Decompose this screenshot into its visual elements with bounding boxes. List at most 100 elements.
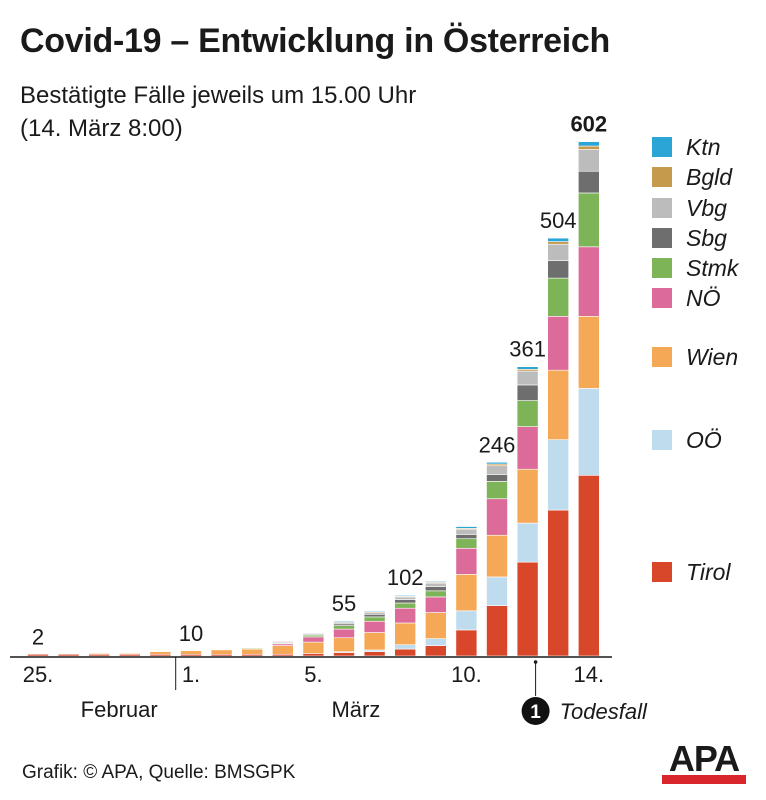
bar-segment-vbg-12.3. <box>516 370 539 386</box>
bar-segment-tirol-7.3. <box>363 651 386 657</box>
bar-segment-ktn-12.3. <box>516 366 539 370</box>
legend-swatch-tirol <box>652 562 672 582</box>
bar-segment-ktn-14.3. <box>577 141 600 147</box>
bar-segment-stmk-8.3. <box>394 602 417 609</box>
x-tick-label: 5. <box>304 662 322 687</box>
bar-segment-wien-27.2. <box>88 653 110 655</box>
bar-segment-wien-29.2. <box>149 651 172 655</box>
bar-segment-tirol-26.2. <box>57 653 80 657</box>
bar-segment-tirol-6.3. <box>333 652 355 657</box>
bar-segment-vbg-10.3. <box>455 528 478 535</box>
bar-segment-wien-6.3. <box>333 637 355 652</box>
apa-logo: APA <box>662 738 746 784</box>
bar-segment-nö-12.3. <box>516 426 539 470</box>
bar-segment-sbg-8.3. <box>394 599 417 604</box>
bar-segment-wien-3.3. <box>241 648 263 655</box>
bar-segment-nö-11.3. <box>486 498 508 536</box>
bar-segment-tirol-10.3. <box>455 629 478 657</box>
bar-segment-nö-8.3. <box>394 607 417 624</box>
bar-segment-wien-9.3. <box>424 612 447 639</box>
bar-segment-wien-10.3. <box>455 574 478 612</box>
bar-segment-oö-8.3. <box>394 644 417 650</box>
bar-segment-sbg-14.3. <box>577 170 600 194</box>
bar-segment-nö-7.3. <box>363 620 386 633</box>
bar-segment-vbg-13.3. <box>547 243 570 262</box>
bar-segment-wien-8.3. <box>394 622 417 646</box>
bar-segment-tirol-9.3. <box>424 645 447 657</box>
month-label: März <box>331 697 380 722</box>
total-label: 602 <box>570 112 607 137</box>
bar-segment-stmk-11.3. <box>486 481 508 500</box>
bar-segment-vbg-11.3. <box>486 465 508 475</box>
bar-segment-nö-10.3. <box>455 547 478 575</box>
annotation-dot <box>533 660 538 664</box>
bar-segment-stmk-9.3. <box>424 590 447 598</box>
bar-segment-sbg-9.3. <box>424 586 447 592</box>
bar-segment-sbg-12.3. <box>516 384 539 401</box>
month-label: Februar <box>81 697 158 722</box>
bar-segment-wien-5.3. <box>302 641 325 654</box>
legend-swatch-ktn <box>652 137 672 157</box>
bar-segment-stmk-14.3. <box>577 192 600 248</box>
bar-segment-sbg-7.3. <box>363 613 386 618</box>
legend-label-tirol: Tirol <box>686 559 731 585</box>
annotation-label: Todesfall <box>560 699 648 724</box>
bar-segment-vbg-14.3. <box>577 149 600 172</box>
bar-segment-vbg-9.3. <box>424 582 447 587</box>
bar-segment-stmk-3.3. <box>241 647 263 650</box>
bar-segment-nö-14.3. <box>577 246 600 317</box>
total-label: 10 <box>179 621 203 646</box>
legend-swatch-vbg <box>652 198 672 218</box>
bar-segment-vbg-8.3. <box>394 596 417 600</box>
bar-segment-stmk-6.3. <box>333 625 355 630</box>
bar-segment-wien-2.3. <box>210 649 233 655</box>
bar-segment-wien-11.3. <box>486 534 508 578</box>
bar-segment-wien-14.3. <box>577 316 600 389</box>
bar-segment-wien-7.3. <box>363 632 386 651</box>
bar-segment-nö-13.3. <box>547 316 570 371</box>
bar-segment-stmk-10.3. <box>455 538 478 549</box>
total-label: 2 <box>32 624 44 649</box>
bar-segment-tirol-12.3. <box>516 561 539 657</box>
total-label: 361 <box>509 337 546 362</box>
bar-segment-ktn-9.3. <box>424 580 447 583</box>
bar-segment-nö-9.3. <box>424 596 447 613</box>
bar-segment-sbg-10.3. <box>455 534 478 540</box>
legend-label-vbg: Vbg <box>686 195 727 221</box>
bar-segment-bgld-13.3. <box>547 241 570 245</box>
source-credit: Grafik: © APA, Quelle: BMSGPK <box>22 762 296 783</box>
bar-segment-oö-13.3. <box>547 439 570 511</box>
bar-segment-oö-14.3. <box>577 388 600 476</box>
legend-label-nö: NÖ <box>686 285 721 311</box>
total-label: 55 <box>332 591 356 616</box>
legend-swatch-oö <box>652 430 672 450</box>
bar-segment-tirol-13.3. <box>547 509 570 657</box>
total-label: 102 <box>387 565 424 590</box>
bar-segment-wien-4.3. <box>271 645 294 655</box>
total-label: 246 <box>479 432 516 457</box>
x-tick-label: 14. <box>574 662 605 687</box>
x-tick-label: 1. <box>182 662 200 687</box>
legend-label-ktn: Ktn <box>686 134 721 160</box>
bar-segment-tirol-25.2. <box>27 653 49 657</box>
legend-label-stmk: Stmk <box>686 255 740 281</box>
bar-segment-wien-28.2. <box>119 653 141 655</box>
bar-segment-ktn-6.3. <box>333 620 355 623</box>
bar-segment-nö-6.3. <box>333 628 355 639</box>
legend-label-bgld: Bgld <box>686 164 733 190</box>
chart-subtitle-date: (14. März 8:00) <box>20 115 183 142</box>
bar-segment-wien-12.3. <box>516 468 539 524</box>
legend-label-sbg: Sbg <box>686 225 727 251</box>
bar-segment-wien-1.3. <box>180 650 202 655</box>
bar-segment-nö-5.3. <box>302 636 325 643</box>
bar-segment-oö-12.3. <box>516 522 539 563</box>
legend-label-wien: Wien <box>686 344 738 370</box>
bar-segment-stmk-7.3. <box>363 616 386 622</box>
bar-segment-tirol-11.3. <box>486 605 508 657</box>
bar-segment-tirol-14.3. <box>577 474 600 657</box>
x-tick-label: 10. <box>451 662 482 687</box>
bar-segment-stmk-12.3. <box>516 400 539 427</box>
bar-segment-bgld-14.3. <box>577 145 600 150</box>
bar-segment-tirol-8.3. <box>394 648 417 657</box>
total-label: 504 <box>540 208 577 233</box>
